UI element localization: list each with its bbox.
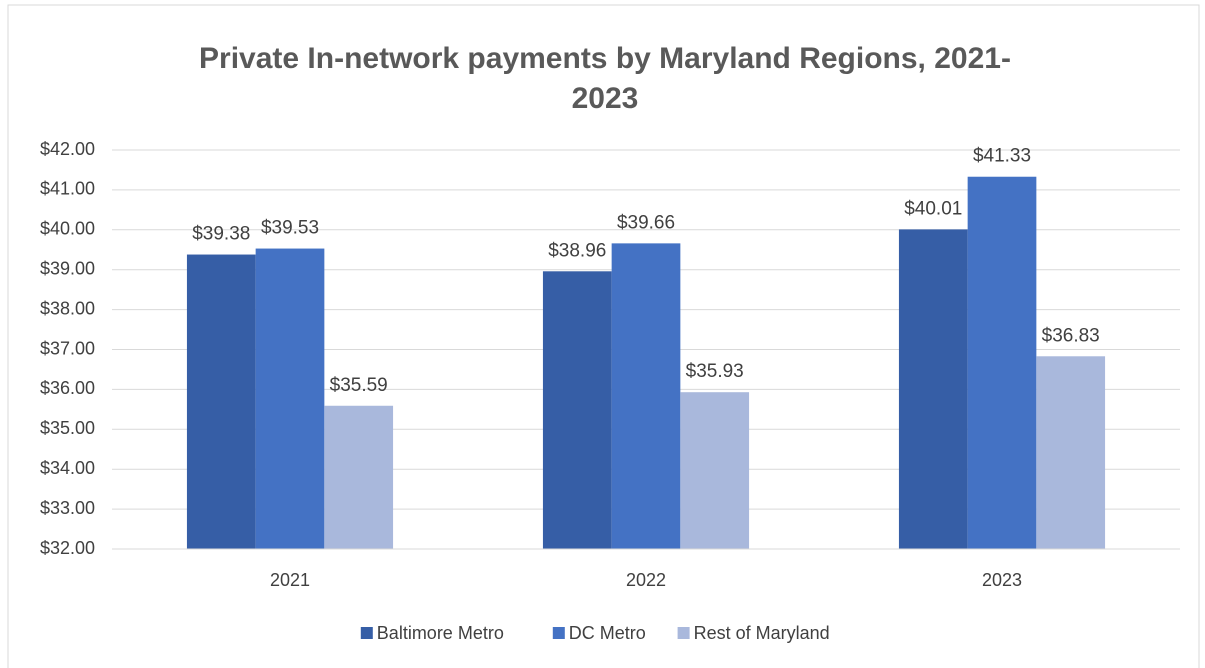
bar — [611, 243, 681, 549]
data-label: $39.53 — [261, 218, 319, 239]
legend-label: DC Metro — [569, 623, 646, 643]
y-tick-label: $41.00 — [40, 179, 95, 199]
y-tick-label: $35.00 — [40, 418, 95, 438]
x-tick-label: 2023 — [982, 570, 1022, 590]
bar — [324, 405, 394, 549]
y-tick-label: $39.00 — [40, 258, 95, 278]
legend-swatch — [552, 627, 565, 639]
y-tick-label: $33.00 — [40, 498, 95, 518]
data-label: $40.01 — [904, 198, 962, 219]
legend-swatch — [677, 627, 690, 639]
legend-label: Baltimore Metro — [377, 623, 504, 643]
x-tick-label: 2021 — [270, 570, 310, 590]
legend-swatch — [360, 627, 373, 639]
data-label: $36.83 — [1042, 325, 1100, 346]
chart-title: 2023 — [572, 82, 639, 115]
bar — [186, 254, 256, 549]
x-tick-label: 2022 — [626, 570, 666, 590]
bar — [967, 176, 1037, 549]
bar — [1036, 356, 1106, 549]
bar — [542, 271, 612, 549]
y-tick-label: $36.00 — [40, 378, 95, 398]
legend-label: Rest of Maryland — [694, 623, 830, 643]
data-label: $35.93 — [686, 361, 744, 382]
bar — [680, 392, 750, 549]
data-label: $38.96 — [548, 240, 606, 261]
y-tick-label: $34.00 — [40, 458, 95, 478]
bar — [255, 248, 325, 550]
y-tick-label: $32.00 — [40, 538, 95, 558]
data-label: $39.66 — [617, 212, 675, 233]
y-tick-label: $38.00 — [40, 298, 95, 318]
y-tick-label: $37.00 — [40, 338, 95, 358]
chart-title: Private In-network payments by Maryland … — [199, 42, 1011, 75]
bar — [898, 229, 968, 549]
y-tick-label: $40.00 — [40, 219, 95, 239]
data-label: $39.38 — [192, 224, 250, 245]
y-tick-label: $42.00 — [40, 139, 95, 159]
data-label: $41.33 — [973, 146, 1031, 167]
data-label: $35.59 — [330, 375, 388, 396]
